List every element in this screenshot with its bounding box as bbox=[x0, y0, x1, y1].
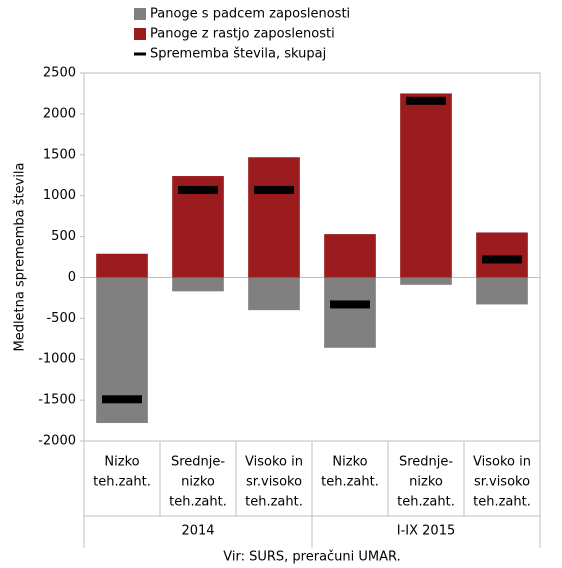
bar bbox=[324, 277, 376, 348]
net-marker bbox=[178, 185, 218, 194]
x-tick-label: teh.zaht. bbox=[473, 495, 531, 510]
bar bbox=[400, 93, 452, 278]
y-tick-label: -2000 bbox=[38, 434, 76, 449]
x-tick-label: Srednje- bbox=[399, 455, 453, 470]
x-tick-label: teh.zaht. bbox=[93, 475, 151, 490]
bar bbox=[400, 277, 452, 285]
x-tick-label: sr.visoko bbox=[246, 475, 302, 490]
legend-swatch bbox=[134, 28, 146, 40]
source-note: Vir: SURS, preračuni UMAR. bbox=[223, 550, 400, 565]
bar bbox=[172, 277, 224, 292]
y-tick-label: 2500 bbox=[43, 66, 76, 81]
y-tick-label: 500 bbox=[51, 229, 76, 244]
x-tick-label: sr.visoko bbox=[474, 475, 530, 490]
x-tick-label: teh.zaht. bbox=[397, 495, 455, 510]
legend-label: Panoge z rastjo zaposlenosti bbox=[150, 27, 335, 42]
x-tick-label: Visoko in bbox=[473, 455, 531, 470]
legend-swatch bbox=[134, 8, 146, 20]
bar bbox=[476, 277, 528, 305]
legend-label: Panoge s padcem zaposlenosti bbox=[150, 7, 350, 22]
y-tick-label: 1000 bbox=[43, 188, 76, 203]
group-label: I-IX 2015 bbox=[397, 524, 455, 539]
x-tick-label: Visoko in bbox=[245, 455, 303, 470]
net-marker bbox=[254, 185, 294, 194]
x-tick-label: nizko bbox=[181, 475, 215, 490]
bar bbox=[248, 277, 300, 311]
y-tick-label: -500 bbox=[46, 311, 76, 326]
x-tick-label: teh.zaht. bbox=[245, 495, 303, 510]
y-tick-label: -1500 bbox=[38, 393, 76, 408]
plot-frame bbox=[83, 72, 541, 442]
y-tick-label: 0 bbox=[68, 270, 76, 285]
x-tick-label: teh.zaht. bbox=[169, 495, 227, 510]
net-marker bbox=[406, 96, 446, 105]
group-label: 2014 bbox=[181, 524, 214, 539]
x-tick-label: Srednje- bbox=[171, 455, 225, 470]
y-tick-label: -1000 bbox=[38, 352, 76, 367]
net-marker bbox=[482, 255, 522, 264]
y-tick-label: 1500 bbox=[43, 147, 76, 162]
legend-label: Sprememba števila, skupaj bbox=[150, 47, 326, 62]
bar bbox=[476, 232, 528, 278]
x-tick-label: Nizko bbox=[104, 455, 139, 470]
net-marker bbox=[102, 395, 142, 404]
legend-swatch bbox=[134, 52, 146, 56]
bar bbox=[324, 234, 376, 278]
x-tick-label: Nizko bbox=[332, 455, 367, 470]
y-tick-label: 2000 bbox=[43, 106, 76, 121]
bar bbox=[248, 157, 300, 278]
x-tick-label: teh.zaht. bbox=[321, 475, 379, 490]
x-tick-label: nizko bbox=[409, 475, 443, 490]
net-marker bbox=[330, 300, 370, 309]
bar bbox=[96, 253, 148, 278]
y-axis-label: Medletna sprememba števila bbox=[13, 162, 28, 351]
